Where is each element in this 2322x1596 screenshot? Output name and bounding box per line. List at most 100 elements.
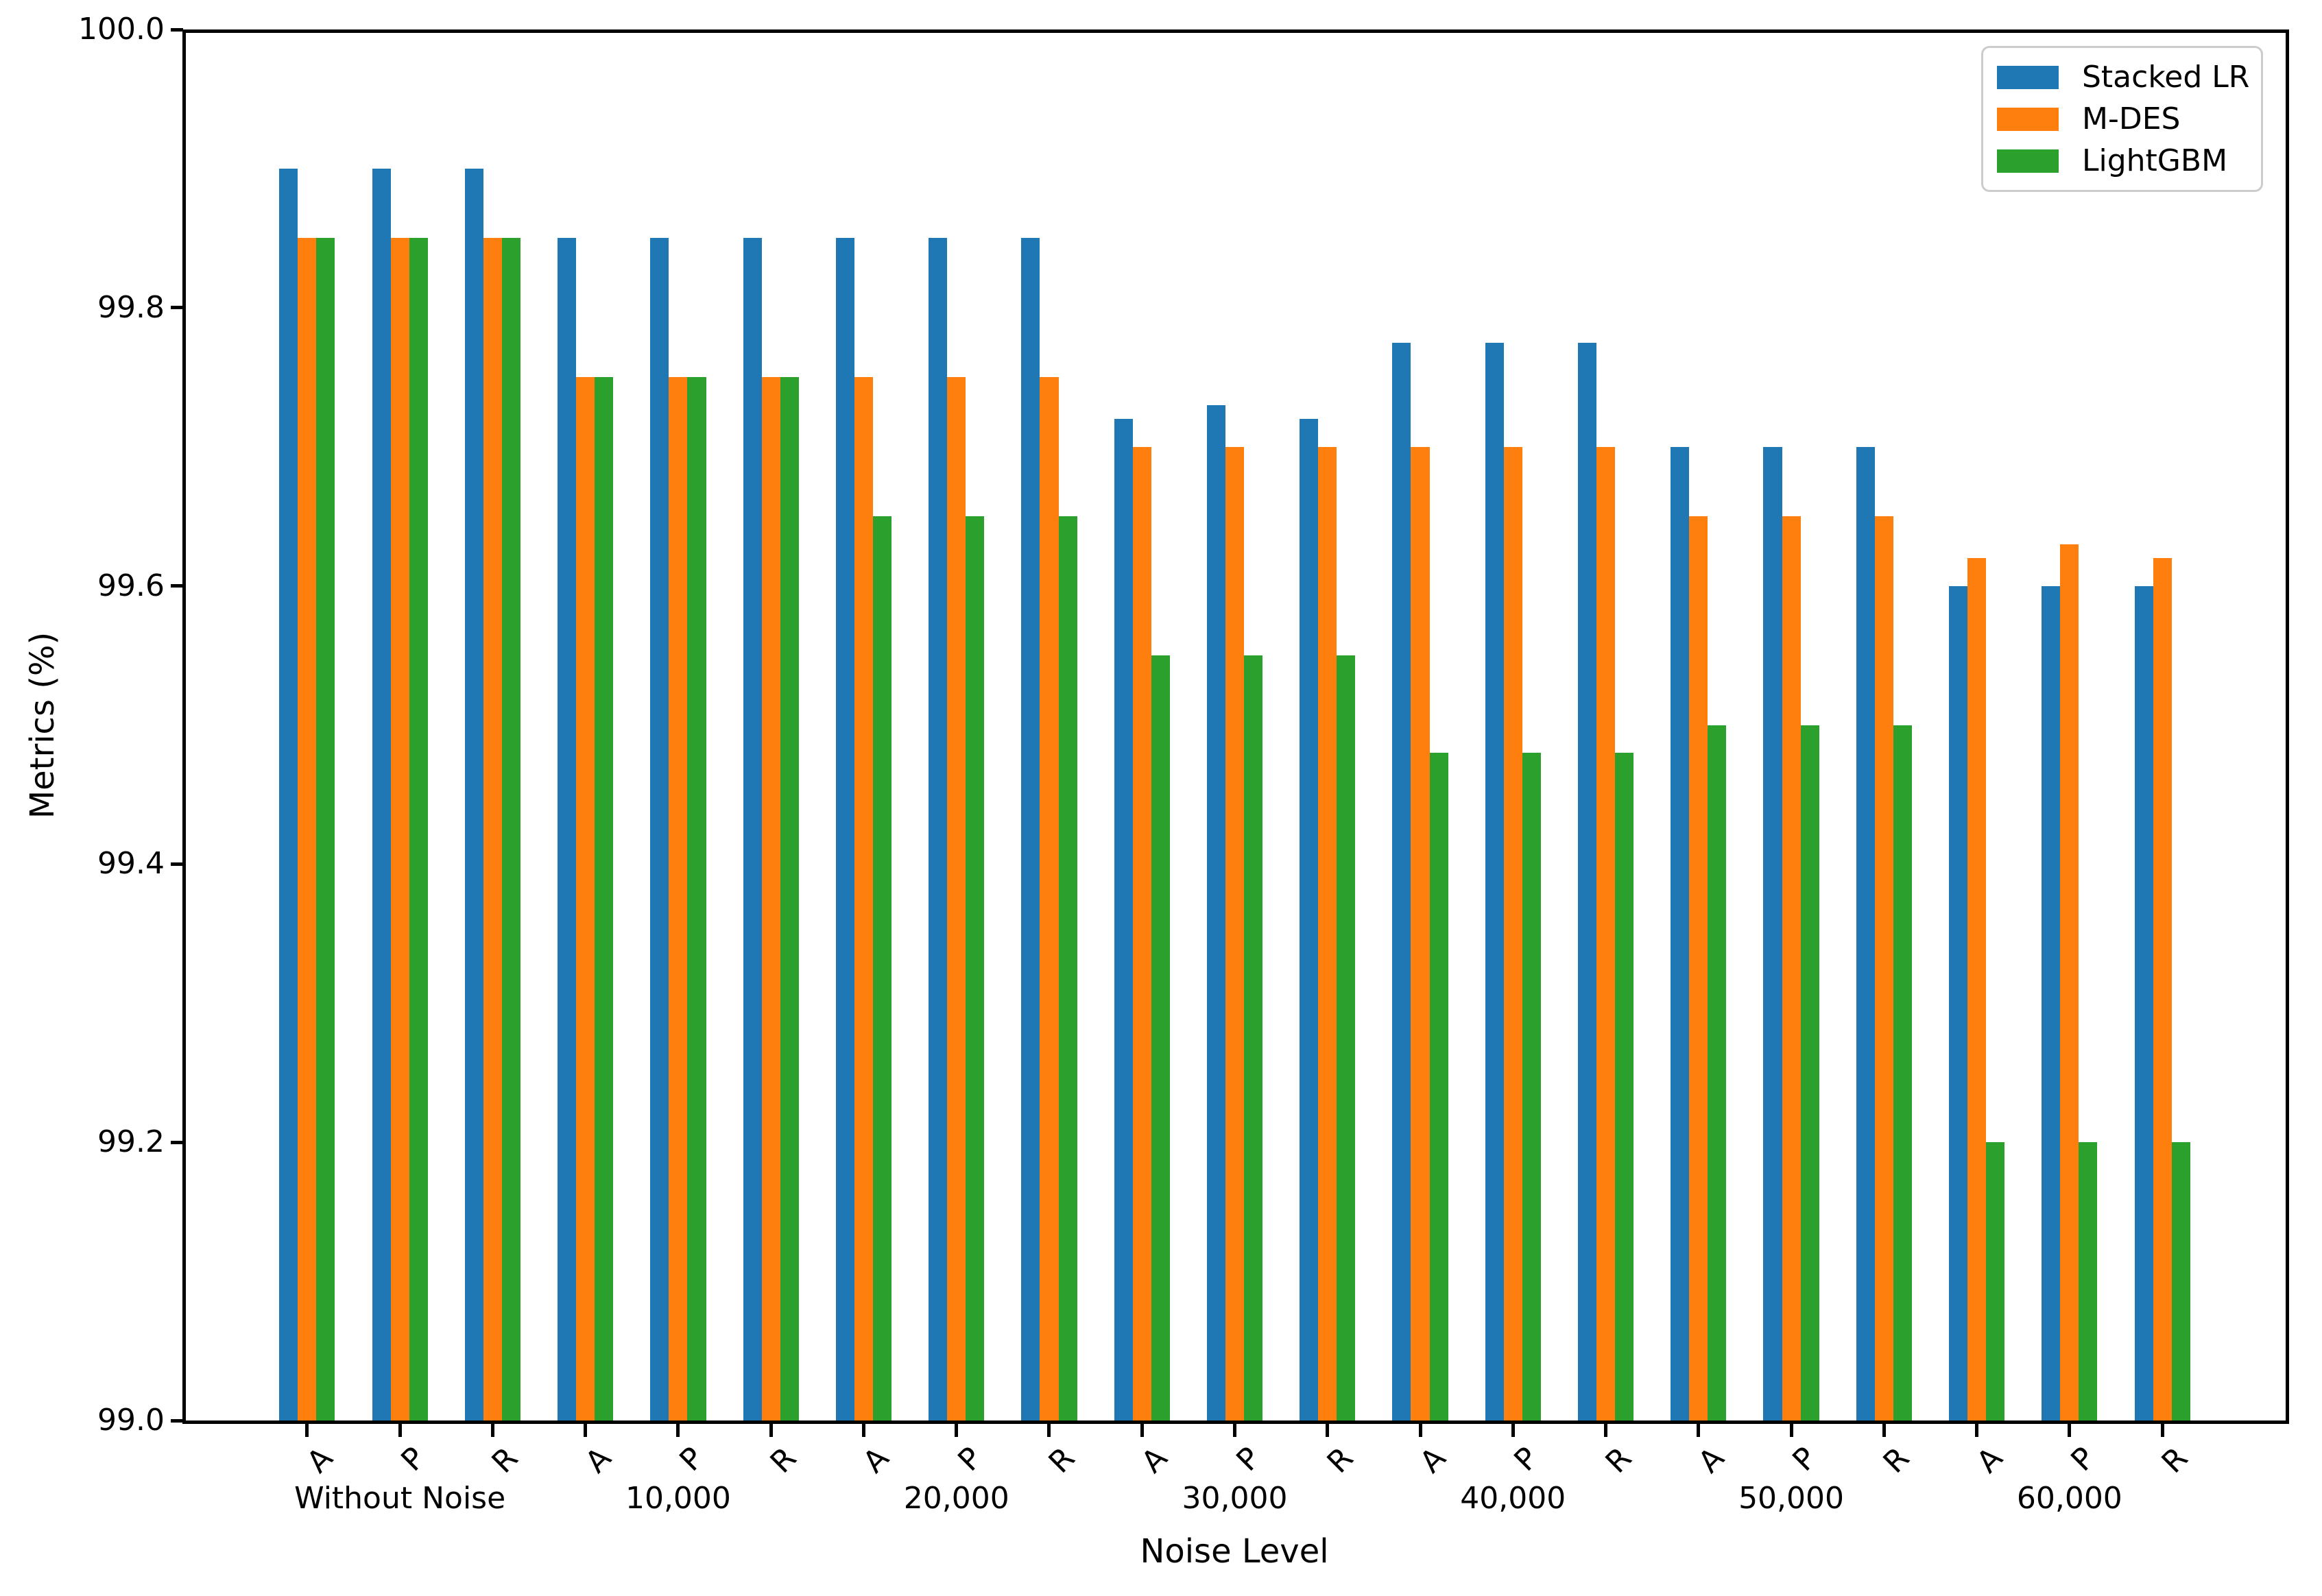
- right-spine: [2286, 29, 2289, 1424]
- top-spine: [182, 29, 2289, 33]
- x-group-label-30-000: 30,000: [1182, 1481, 1288, 1516]
- x-tick-mark: [1047, 1424, 1051, 1437]
- legend-label: LightGBM: [2082, 143, 2228, 178]
- bar-m-des-50-000-a: [1689, 516, 1708, 1420]
- bar-m-des-30-000-p: [1225, 446, 1245, 1420]
- bar-lightgbm-30-000-p: [1244, 655, 1263, 1420]
- x-group-label-60-000: 60,000: [2016, 1481, 2122, 1516]
- bottom-spine: [182, 1420, 2289, 1424]
- x-tick-mark: [676, 1424, 680, 1437]
- bar-m-des-20-000-p: [947, 377, 966, 1420]
- bar-lightgbm-10-000-a: [595, 377, 614, 1420]
- legend-item-m-des: M-DES: [1997, 103, 2261, 135]
- y-tick-label: 100.0: [78, 12, 165, 47]
- bar-stacked-lr-without-noise-a: [279, 168, 298, 1420]
- bar-lightgbm-40-000-p: [1522, 753, 1541, 1420]
- left-spine: [182, 29, 186, 1424]
- x-tick-mark: [769, 1424, 773, 1437]
- y-tick-mark-99.0: [171, 1418, 183, 1423]
- x-tick-label-r: R: [2155, 1440, 2195, 1480]
- bar-stacked-lr-50-000-r: [1856, 446, 1875, 1420]
- bar-m-des-without-noise-a: [298, 238, 317, 1420]
- x-group-label-10-000: 10,000: [625, 1481, 731, 1516]
- bar-lightgbm-10-000-p: [687, 377, 706, 1420]
- x-tick-label-a: A: [1413, 1440, 1453, 1480]
- bar-stacked-lr-20-000-r: [1021, 238, 1040, 1420]
- x-tick-label-p: P: [1786, 1440, 1824, 1479]
- x-tick-mark: [955, 1424, 959, 1437]
- x-tick-mark: [1140, 1424, 1144, 1437]
- bar-lightgbm-60-000-r: [2171, 1142, 2190, 1420]
- bar-m-des-40-000-r: [1596, 446, 1616, 1420]
- x-tick-label-r: R: [763, 1440, 804, 1480]
- bar-stacked-lr-10-000-p: [650, 238, 669, 1420]
- legend-item-stacked-lr: Stacked LR: [1997, 59, 2261, 95]
- bar-m-des-10-000-p: [669, 377, 688, 1420]
- x-tick-label-r: R: [1042, 1440, 1082, 1480]
- x-tick-label-p: P: [1229, 1440, 1267, 1479]
- bar-stacked-lr-30-000-p: [1206, 404, 1225, 1420]
- y-tick-label: 99.2: [97, 1124, 165, 1160]
- legend-item-lightgbm: LightGBM: [1997, 145, 2261, 177]
- x-group-label-50-000: 50,000: [1738, 1481, 1845, 1516]
- x-tick-label-a: A: [1691, 1440, 1732, 1480]
- bar-m-des-60-000-a: [1967, 558, 1987, 1420]
- x-tick-label-a: A: [1970, 1440, 2009, 1480]
- x-tick-label-r: R: [1876, 1440, 1917, 1480]
- bar-m-des-40-000-a: [1411, 446, 1430, 1420]
- bar-m-des-30-000-r: [1318, 446, 1337, 1420]
- x-tick-mark: [584, 1424, 588, 1437]
- bar-stacked-lr-10-000-a: [558, 238, 577, 1420]
- bar-m-des-10-000-a: [576, 377, 595, 1420]
- bar-stacked-lr-60-000-a: [1949, 585, 1968, 1420]
- y-tick-label: 99.4: [97, 846, 165, 882]
- x-group-label-40-000: 40,000: [1460, 1481, 1566, 1516]
- bar-m-des-50-000-p: [1782, 516, 1801, 1420]
- x-tick-mark: [1326, 1424, 1330, 1437]
- bar-m-des-20-000-a: [854, 377, 873, 1420]
- bar-lightgbm-60-000-p: [2079, 1142, 2098, 1420]
- bar-stacked-lr-60-000-r: [2134, 585, 2153, 1420]
- x-tick-label-a: A: [1135, 1440, 1175, 1480]
- x-axis-title: Noise Level: [1140, 1532, 1329, 1571]
- y-axis-title: Metrics (%): [23, 631, 62, 819]
- bar-lightgbm-30-000-r: [1337, 655, 1356, 1420]
- bar-m-des-60-000-p: [2060, 544, 2079, 1420]
- x-tick-label-p: P: [673, 1440, 711, 1479]
- bar-lightgbm-without-noise-p: [409, 238, 428, 1420]
- x-tick-label-p: P: [951, 1440, 989, 1479]
- bar-stacked-lr-40-000-r: [1577, 342, 1596, 1420]
- bar-lightgbm-40-000-a: [1429, 753, 1448, 1420]
- bar-lightgbm-20-000-p: [966, 516, 985, 1420]
- x-tick-label-a: A: [300, 1440, 340, 1480]
- bar-stacked-lr-20-000-a: [835, 238, 854, 1420]
- legend: Stacked LR M-DES LightGBM: [1981, 46, 2263, 192]
- bar-stacked-lr-40-000-a: [1392, 342, 1411, 1420]
- bar-m-des-without-noise-p: [390, 238, 409, 1420]
- x-tick-label-p: P: [1507, 1440, 1546, 1479]
- x-group-label-20-000: 20,000: [903, 1481, 1009, 1516]
- bar-lightgbm-20-000-r: [1058, 516, 1077, 1420]
- x-tick-mark: [490, 1424, 494, 1437]
- x-tick-label-r: R: [1320, 1440, 1360, 1480]
- x-tick-label-r: R: [485, 1440, 525, 1480]
- bar-stacked-lr-without-noise-r: [464, 168, 483, 1420]
- bar-lightgbm-60-000-a: [1986, 1142, 2005, 1420]
- x-tick-mark: [1511, 1424, 1515, 1437]
- x-tick-label-a: A: [857, 1440, 896, 1480]
- x-tick-mark: [305, 1424, 309, 1437]
- bar-stacked-lr-10-000-r: [743, 238, 762, 1420]
- y-tick-label: 99.6: [97, 568, 165, 603]
- x-tick-mark: [1604, 1424, 1608, 1437]
- x-group-label-without-noise: Without Noise: [294, 1481, 506, 1516]
- x-tick-label-p: P: [2064, 1440, 2103, 1479]
- legend-label: Stacked LR: [2082, 59, 2250, 95]
- x-tick-mark: [1975, 1424, 1979, 1437]
- bar-stacked-lr-30-000-a: [1114, 419, 1133, 1420]
- bar-lightgbm-without-noise-r: [501, 238, 520, 1420]
- x-tick-mark: [1789, 1424, 1793, 1437]
- bar-stacked-lr-60-000-p: [2042, 585, 2061, 1420]
